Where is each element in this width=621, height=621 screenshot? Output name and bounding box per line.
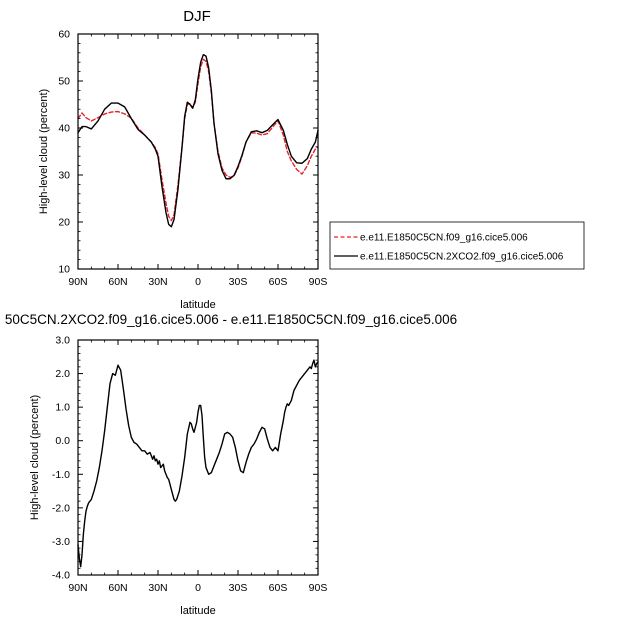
top-y-tick-label: 30 xyxy=(58,170,70,182)
bottom-x-axis-label: latitude xyxy=(180,605,215,617)
legend: e.e11.E1850C5CN.f09_g16.cice5.006 e.e11.… xyxy=(329,221,585,270)
top-x-tick-label: 0 xyxy=(195,276,201,288)
top-panel: DJF 10 20 30 40 50 60 90N 60N 30N 0 30S 60S 90S lat… xyxy=(38,8,585,311)
bottom-x-ticks: 90N 60N 30N 0 30S 60S 90S xyxy=(68,340,327,594)
top-x-tick-label: 30N xyxy=(148,276,167,288)
bottom-y-tick-label: 2.0 xyxy=(55,368,70,380)
bottom-y-ticks: -4.0 -3.0 -2.0 -1.0 0.0 1.0 2.0 3.0 xyxy=(52,335,318,582)
bottom-series-line-0 xyxy=(77,359,319,568)
legend-box xyxy=(329,221,585,270)
legend-label-2xco2: e.e11.E1850C5CN.2XCO2.f09_g16.cice5.006 xyxy=(360,252,564,263)
bottom-y-tick-label: 0.0 xyxy=(55,435,70,447)
top-series-group xyxy=(77,53,319,228)
bottom-x-tick-label: 90S xyxy=(309,582,328,594)
bottom-y-tick-label: -2.0 xyxy=(52,502,70,514)
top-y-tick-label: 50 xyxy=(58,76,70,88)
top-plot-frame xyxy=(77,33,319,270)
bottom-chart-title: 50C5CN.2XCO2.f09_g16.cice5.006 - e.e11.E… xyxy=(5,312,457,327)
top-x-tick-label: 90N xyxy=(68,276,87,288)
legend-label-control: e.e11.E1850C5CN.f09_g16.cice5.006 xyxy=(360,233,528,244)
top-series-line-1 xyxy=(77,53,319,228)
bottom-series-group xyxy=(77,359,319,568)
top-y-tick-label: 60 xyxy=(58,29,70,41)
bottom-x-tick-label: 90N xyxy=(68,582,87,594)
bottom-x-tick-label: 60S xyxy=(269,582,288,594)
bottom-y-axis-label: High-level cloud (percent) xyxy=(29,395,41,520)
bottom-y-tick-label: -4.0 xyxy=(52,570,70,582)
top-chart-title: DJF xyxy=(183,8,211,25)
bottom-x-tick-label: 30N xyxy=(148,582,167,594)
bottom-x-tick-label: 30S xyxy=(229,582,248,594)
bottom-x-tick-label: 0 xyxy=(195,582,201,594)
bottom-x-tick-label: 60N xyxy=(108,582,127,594)
top-y-axis-label: High-level cloud (percent) xyxy=(38,89,50,214)
top-y-tick-label: 20 xyxy=(58,217,70,229)
top-x-tick-label: 60S xyxy=(269,276,288,288)
top-x-axis-label: latitude xyxy=(180,299,215,311)
bottom-plot-frame xyxy=(77,339,319,576)
bottom-panel: 50C5CN.2XCO2.f09_g16.cice5.006 - e.e11.E… xyxy=(5,312,457,617)
top-x-tick-label: 30S xyxy=(229,276,248,288)
top-y-tick-label: 10 xyxy=(58,264,70,276)
top-y-ticks: 10 20 30 40 50 60 xyxy=(58,29,318,276)
bottom-y-tick-label: 3.0 xyxy=(55,335,70,347)
top-x-tick-label: 90S xyxy=(309,276,328,288)
bottom-y-tick-label: -3.0 xyxy=(52,536,70,548)
top-x-ticks: 90N 60N 30N 0 30S 60S 90S xyxy=(68,34,327,288)
top-x-tick-label: 60N xyxy=(108,276,127,288)
bottom-y-tick-label: 1.0 xyxy=(55,402,70,414)
top-y-tick-label: 40 xyxy=(58,123,70,135)
bottom-y-tick-label: -1.0 xyxy=(52,469,70,481)
